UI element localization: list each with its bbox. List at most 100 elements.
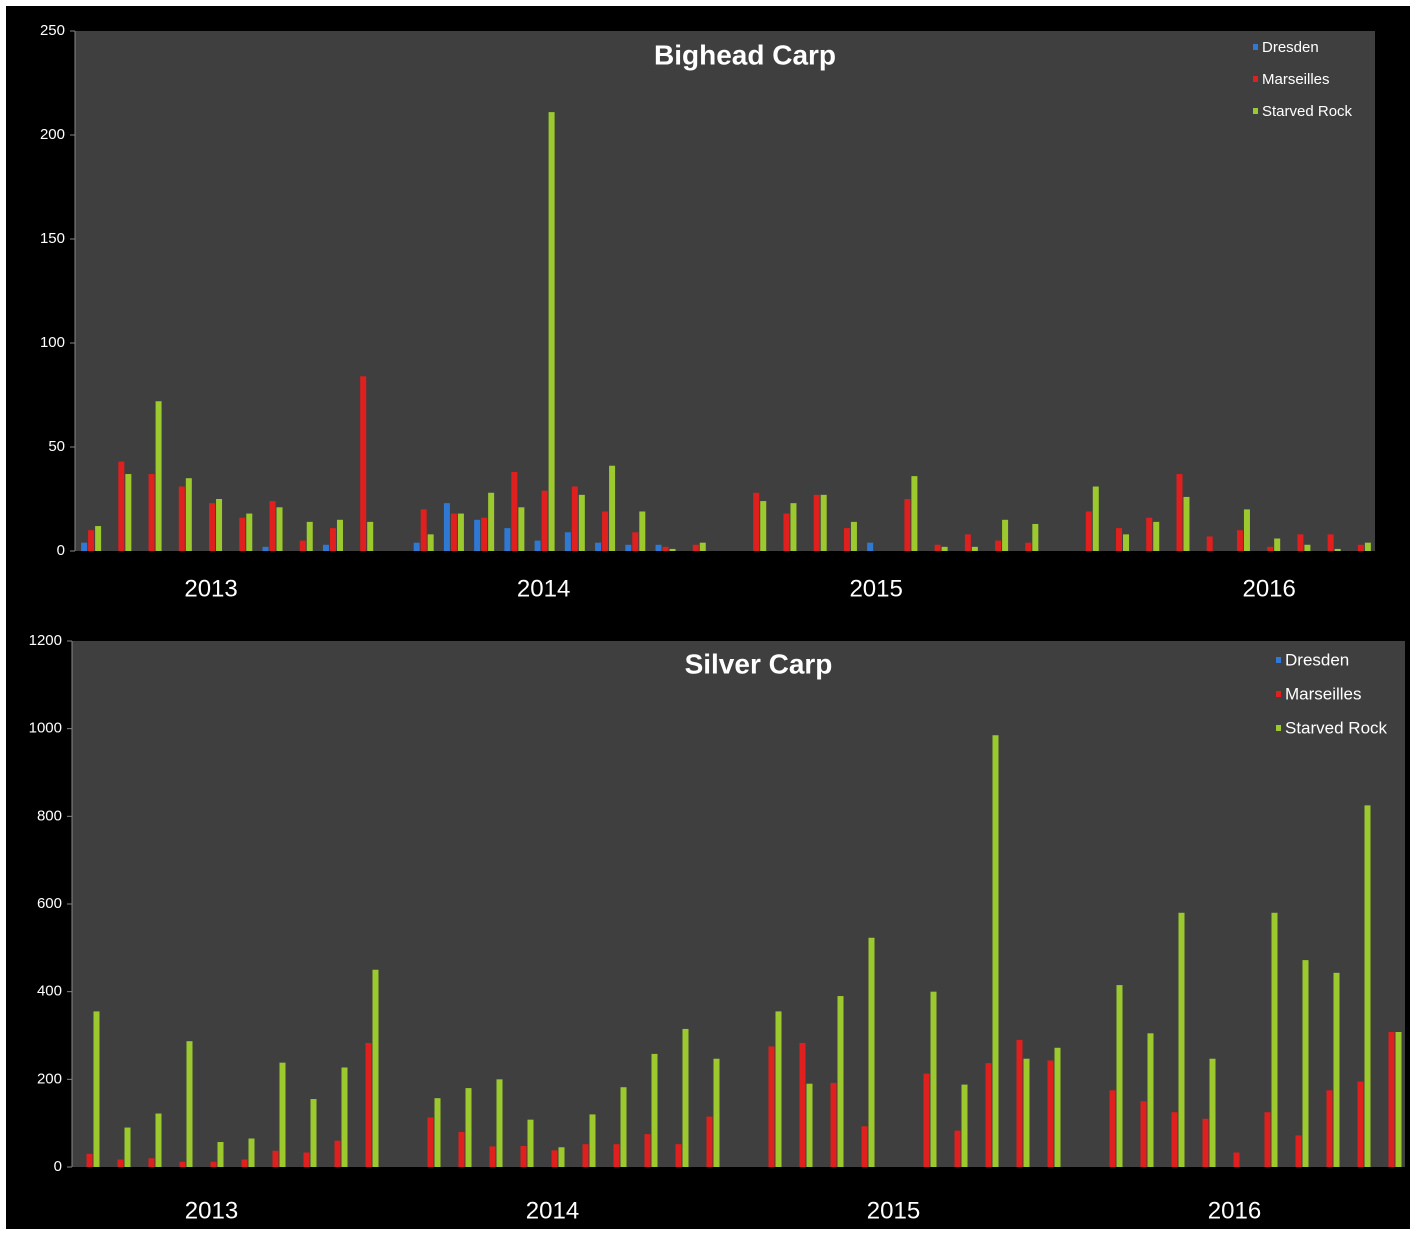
bar (1333, 972, 1340, 1167)
bar (682, 1028, 689, 1167)
bar (216, 499, 223, 551)
bar (1047, 1060, 1054, 1167)
bar (655, 544, 662, 551)
bar (360, 376, 367, 551)
bar (790, 503, 797, 551)
bar (1085, 511, 1092, 551)
bar (365, 1042, 372, 1167)
bar (551, 1150, 558, 1167)
bar (1267, 546, 1274, 551)
bar (217, 1142, 224, 1167)
bar (675, 1144, 682, 1167)
bar (427, 534, 434, 551)
bar (534, 540, 541, 551)
bar (117, 1159, 124, 1167)
bar (985, 1063, 992, 1167)
bar (1357, 1081, 1364, 1167)
bar (904, 499, 911, 551)
bar (185, 478, 192, 551)
bar (1176, 474, 1183, 551)
bar (620, 1087, 627, 1167)
y-tick-label: 150 (40, 230, 65, 247)
bar (548, 112, 555, 552)
bar (775, 1011, 782, 1167)
bar (95, 526, 102, 551)
bar (964, 534, 971, 551)
bar (961, 1084, 968, 1167)
bar (806, 1083, 813, 1167)
bar (86, 1153, 93, 1167)
bar (1297, 534, 1304, 551)
bar (241, 1159, 248, 1167)
y-tick-label: 100 (40, 334, 65, 351)
chart-title: Bighead Carp (654, 39, 836, 70)
bar (1206, 536, 1213, 551)
bar (1183, 496, 1190, 551)
legend-swatch (1276, 657, 1281, 663)
bar (511, 471, 518, 551)
bar (367, 521, 374, 551)
bar (329, 528, 336, 551)
bar (768, 1046, 775, 1167)
bar (209, 503, 216, 551)
bar (372, 969, 379, 1167)
bar (322, 544, 329, 551)
bar (148, 474, 155, 551)
bar (336, 519, 343, 551)
bar (1147, 1033, 1154, 1167)
plot-area (75, 31, 1375, 551)
bar (1233, 1152, 1240, 1167)
bar (760, 501, 767, 551)
bar (930, 991, 937, 1167)
bar (303, 1152, 310, 1167)
legend-swatch (1276, 691, 1281, 697)
y-tick-label: 50 (48, 438, 65, 455)
bar (155, 1113, 162, 1167)
bar (269, 501, 276, 551)
x-tick-label: 2014 (526, 1197, 579, 1224)
bar (341, 1067, 348, 1167)
bar (578, 494, 585, 551)
y-tick-label: 0 (54, 1158, 62, 1175)
y-tick-label: 400 (37, 983, 62, 1000)
bar (1388, 1031, 1395, 1167)
bar (1395, 1031, 1402, 1167)
bar (934, 544, 941, 551)
x-tick-label: 2015 (849, 575, 902, 602)
bar (602, 511, 609, 551)
bar (413, 542, 420, 551)
legend-label: Marseilles (1285, 684, 1362, 703)
bar (699, 542, 706, 551)
bar (1302, 960, 1309, 1167)
bar (279, 1062, 286, 1167)
bar (210, 1161, 217, 1167)
bar (830, 1082, 837, 1167)
bar (186, 1041, 193, 1167)
bar (1025, 542, 1032, 551)
bar (125, 474, 132, 551)
legend-label: Marseilles (1262, 71, 1330, 88)
bar (310, 1099, 317, 1167)
y-tick-label: 1000 (29, 720, 62, 737)
bar (489, 1146, 496, 1167)
bar (1326, 1090, 1333, 1167)
bar (992, 735, 999, 1167)
bar (1334, 548, 1341, 551)
bar (911, 476, 918, 551)
bar (954, 1130, 961, 1167)
bar (1271, 912, 1278, 1167)
bar (81, 542, 88, 551)
y-tick-label: 600 (37, 895, 62, 912)
bar (867, 542, 874, 551)
bar (239, 517, 246, 551)
bar (861, 1126, 868, 1167)
bar (276, 507, 283, 551)
bar (1054, 1047, 1061, 1167)
bar (527, 1119, 534, 1167)
bar (1153, 521, 1160, 551)
bar (299, 540, 306, 551)
bar (1202, 1118, 1209, 1167)
bar (625, 544, 632, 551)
